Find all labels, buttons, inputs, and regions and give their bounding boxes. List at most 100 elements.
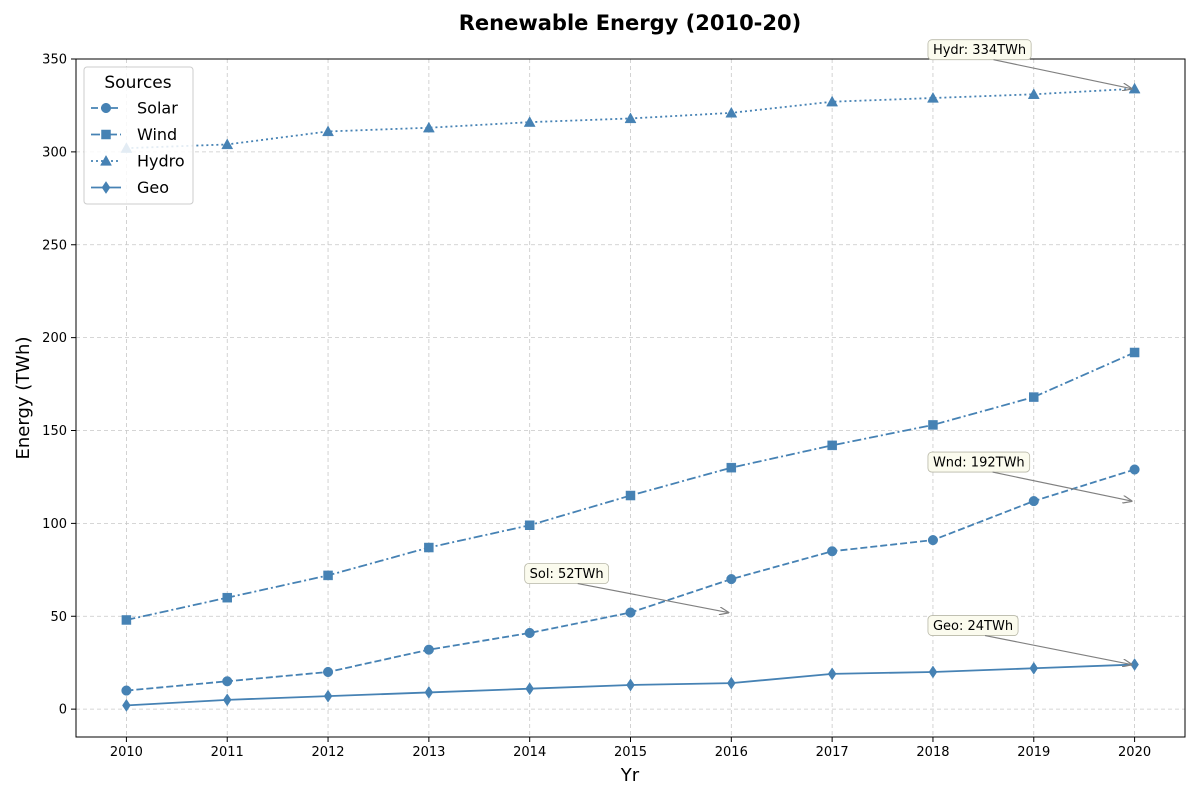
legend-marker-wind bbox=[101, 129, 111, 140]
annotation: Geo: 24TWh bbox=[927, 615, 1132, 665]
series-group bbox=[120, 82, 1141, 712]
annotation-box bbox=[927, 615, 1019, 636]
legend-label: Solar bbox=[137, 99, 178, 118]
annotation-box bbox=[927, 451, 1031, 473]
legend-item-geo: Geo bbox=[91, 178, 169, 197]
wind-line bbox=[126, 351, 1135, 621]
legend-label: Hydro bbox=[137, 152, 185, 171]
y-axis-label: Energy (TWh) bbox=[13, 337, 34, 460]
wind-point bbox=[1129, 347, 1140, 358]
hydro-point bbox=[624, 112, 637, 124]
x-tick-label: 2018 bbox=[916, 745, 949, 760]
x-tick-label: 2015 bbox=[614, 745, 647, 760]
wind-point bbox=[928, 420, 938, 430]
solar-point bbox=[1129, 464, 1140, 475]
solar-point bbox=[423, 644, 434, 655]
geo-point bbox=[525, 682, 534, 696]
wind-point bbox=[1029, 392, 1039, 402]
wind-point bbox=[121, 615, 132, 625]
x-tick-label: 2011 bbox=[211, 745, 244, 760]
annotation-arrow bbox=[984, 634, 1132, 665]
y-tick-label: 50 bbox=[50, 610, 67, 625]
x-tick-label: 2014 bbox=[513, 745, 546, 760]
axis-ticks: 2010 2011 2012 2013 2014 2015 2016 2017 2018 2019… bbox=[42, 53, 1151, 761]
legend: Sources Solar Wind Hydro Geo bbox=[83, 66, 194, 205]
annotation-arrow bbox=[992, 471, 1132, 501]
hydro-point bbox=[221, 138, 234, 150]
wind-point bbox=[726, 462, 737, 473]
wind-point bbox=[625, 490, 636, 501]
annotation-label: Wnd: 192TWh bbox=[933, 456, 1025, 471]
solar-point bbox=[625, 607, 636, 618]
wind-point bbox=[323, 570, 333, 581]
hydro-point bbox=[1027, 88, 1040, 99]
annotation: Hydr: 334TWh bbox=[927, 39, 1132, 89]
solar-point bbox=[222, 676, 233, 687]
solar-point bbox=[322, 666, 334, 678]
legend-item-wind: Wind bbox=[91, 125, 177, 144]
wind-point bbox=[424, 542, 434, 553]
y-tick-label: 200 bbox=[42, 331, 67, 346]
geo-point bbox=[424, 685, 434, 699]
x-tick-label: 2020 bbox=[1118, 745, 1151, 760]
annotation-label: Hydr: 334TWh bbox=[933, 43, 1026, 58]
x-tick-label: 2019 bbox=[1017, 745, 1050, 760]
hydro-point bbox=[927, 91, 939, 103]
legend-items: Solar Wind Hydro Geo bbox=[91, 99, 185, 197]
geo-point bbox=[122, 698, 131, 712]
geo-point bbox=[323, 689, 333, 703]
legend-label: Wind bbox=[137, 125, 177, 144]
solar-point bbox=[121, 685, 132, 696]
annotations: Hydr: 334TWh Wnd: 192TWh Sol: 52TWh Geo: 24… bbox=[524, 39, 1132, 665]
legend-title: Sources bbox=[104, 73, 171, 93]
solar-point bbox=[1028, 496, 1039, 507]
annotation-arrow bbox=[577, 582, 729, 613]
geo-point bbox=[928, 665, 938, 679]
hydro-point bbox=[422, 121, 435, 133]
legend-item-solar: Solar bbox=[91, 99, 178, 118]
series-geo bbox=[122, 658, 1139, 712]
annotation-label: Sol: 52TWh bbox=[530, 567, 604, 582]
legend-marker-solar bbox=[100, 102, 112, 114]
y-tick-label: 150 bbox=[42, 424, 67, 439]
annotation-arrow bbox=[993, 59, 1132, 89]
y-tick-label: 250 bbox=[42, 238, 67, 253]
y-tick-label: 100 bbox=[42, 517, 67, 532]
wind-point bbox=[524, 520, 535, 530]
annotation-label: Geo: 24TWh bbox=[933, 619, 1013, 634]
wind-point bbox=[222, 592, 232, 603]
legend-marker-geo bbox=[101, 181, 111, 194]
legend-item-hydro: Hydro bbox=[91, 152, 185, 171]
annotation-box bbox=[524, 563, 609, 584]
chart-title: Renewable Energy (2010-20) bbox=[459, 11, 801, 35]
x-axis-label: Yr bbox=[620, 765, 640, 786]
geo-point bbox=[626, 678, 635, 692]
x-tick-label: 2012 bbox=[311, 745, 344, 760]
solar-point bbox=[524, 627, 535, 639]
legend-box bbox=[83, 66, 194, 205]
solar-point bbox=[927, 535, 939, 546]
legend-label: Geo bbox=[137, 178, 169, 197]
series-hydro bbox=[120, 82, 1141, 153]
legend-marker-hydro bbox=[100, 154, 112, 166]
x-tick-label: 2013 bbox=[412, 745, 445, 760]
x-tick-label: 2010 bbox=[110, 745, 143, 760]
series-solar bbox=[121, 464, 1140, 696]
geo-point bbox=[1029, 661, 1039, 675]
geo-point bbox=[222, 693, 232, 707]
annotation: Sol: 52TWh bbox=[524, 563, 729, 613]
hydro-point bbox=[523, 116, 536, 127]
geo-point bbox=[827, 667, 837, 681]
geo-point bbox=[1130, 658, 1139, 672]
hydro-point bbox=[826, 95, 839, 107]
y-tick-label: 300 bbox=[42, 145, 67, 160]
wind-point bbox=[827, 440, 837, 451]
annotation-box bbox=[927, 39, 1032, 61]
solar-point bbox=[827, 546, 838, 557]
y-tick-label: 350 bbox=[42, 53, 67, 68]
hydro-point bbox=[725, 106, 738, 118]
series-wind bbox=[121, 347, 1140, 625]
hydro-point bbox=[322, 125, 334, 137]
x-tick-label: 2016 bbox=[715, 745, 748, 760]
geo-point bbox=[727, 676, 736, 690]
